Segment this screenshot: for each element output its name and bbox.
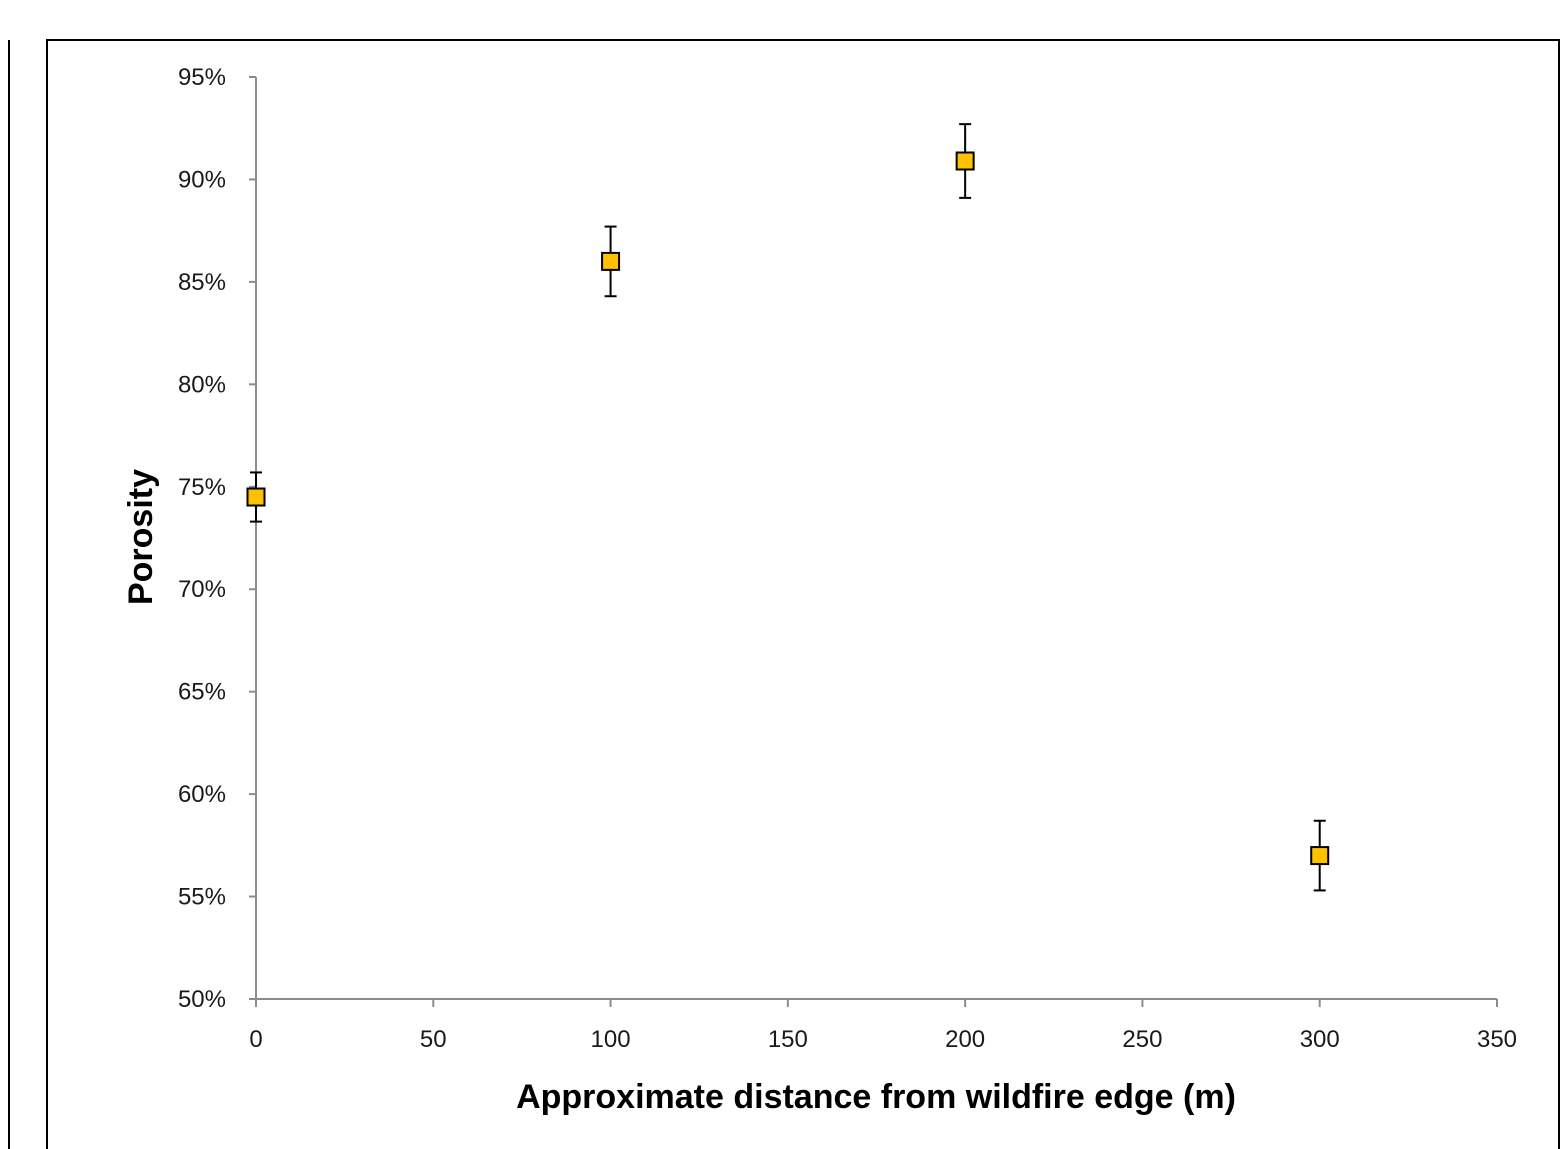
y-tick-label: 50% [178,986,226,1013]
y-tick-label: 90% [178,166,226,193]
tick-labels: 50% 55% 60% 65% 70% 75% 80% 85% 90% 95% 0 50 100 150 2… [178,64,1517,1053]
y-tick-label: 85% [178,269,226,296]
data-point [246,487,266,507]
y-tick-label: 60% [178,781,226,808]
x-tick-label: 250 [1122,1026,1162,1053]
data-point [1310,846,1330,866]
x-tick-label: 350 [1477,1026,1517,1053]
x-tick-label: 50 [420,1026,447,1053]
x-tick-label: 200 [945,1026,985,1053]
x-tick-label: 300 [1300,1026,1340,1053]
y-tick-label: 55% [178,884,226,911]
data-points [246,151,1330,866]
chart-frame [46,39,1560,1149]
x-axis-title: Approximate distance from wildfire edge … [516,1078,1236,1116]
data-point [955,151,975,171]
x-tick-label: 100 [591,1026,631,1053]
axes [249,76,1498,1007]
y-tick-label: 95% [178,64,226,91]
y-axis-title: Porosity [122,469,160,605]
y-tick-label: 75% [178,474,226,501]
y-tick-label: 65% [178,679,226,706]
data-point [601,251,621,271]
y-tick-label: 70% [178,576,226,603]
y-tick-label: 80% [178,371,226,398]
x-tick-label: 0 [249,1026,262,1053]
x-tick-label: 150 [768,1026,808,1053]
